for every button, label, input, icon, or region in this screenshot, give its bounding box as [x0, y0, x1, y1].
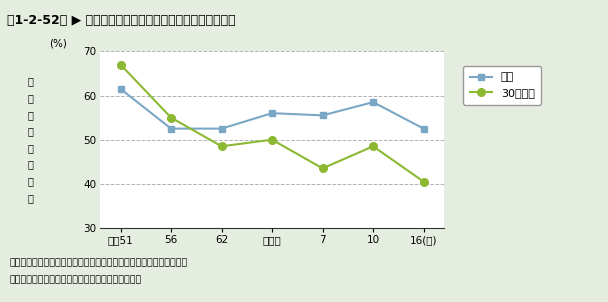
- Text: (%): (%): [49, 38, 66, 48]
- Legend: 全体, 30歳未満: 全体, 30歳未満: [463, 66, 542, 104]
- Text: る: る: [27, 159, 33, 170]
- Text: 注）「関心がある」又は「ある程度関心がある」と回答した者の割合: 注）「関心がある」又は「ある程度関心がある」と回答した者の割合: [9, 258, 187, 267]
- Text: 資料：内閣府「科学技術と社会に関する世論調査」: 資料：内閣府「科学技術と社会に関する世論調査」: [9, 275, 142, 284]
- Text: 割: 割: [27, 176, 33, 186]
- Text: 関: 関: [27, 76, 33, 87]
- Text: 合: 合: [27, 193, 33, 203]
- Text: す: す: [27, 143, 33, 153]
- Text: 第1-2-52図 ▶ 科学技術についてのニュースや話題への関心: 第1-2-52図 ▶ 科学技術についてのニュースや話題への関心: [7, 14, 236, 27]
- Text: 心: 心: [27, 93, 33, 103]
- Text: を: を: [27, 110, 33, 120]
- Text: 有: 有: [27, 126, 33, 137]
